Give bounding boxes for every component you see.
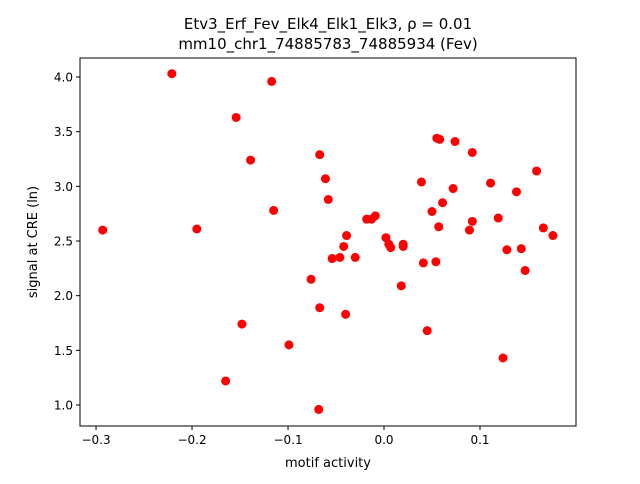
y-tick-label: 2.0 bbox=[54, 289, 73, 303]
data-point bbox=[467, 216, 477, 226]
data-point bbox=[450, 137, 460, 147]
data-point bbox=[350, 252, 360, 262]
data-point bbox=[327, 254, 337, 264]
y-tick-label: 1.0 bbox=[54, 399, 73, 413]
data-point bbox=[538, 223, 548, 233]
y-tick-label: 1.5 bbox=[54, 344, 73, 358]
data-point bbox=[306, 274, 316, 284]
data-point bbox=[520, 266, 530, 276]
data-point bbox=[435, 134, 445, 144]
data-point bbox=[335, 252, 345, 262]
data-point bbox=[448, 184, 458, 194]
data-point bbox=[341, 309, 351, 319]
data-point bbox=[315, 150, 325, 160]
data-point bbox=[464, 225, 474, 235]
data-points bbox=[98, 69, 558, 414]
data-point bbox=[398, 241, 408, 251]
x-axis-label: motif activity bbox=[285, 456, 371, 471]
data-point bbox=[532, 166, 542, 176]
data-point bbox=[267, 76, 277, 86]
x-tick-label: −0.1 bbox=[273, 433, 302, 447]
data-point bbox=[98, 225, 108, 235]
data-point bbox=[548, 231, 558, 241]
data-point bbox=[269, 205, 279, 215]
data-point bbox=[486, 178, 496, 188]
data-point bbox=[418, 258, 428, 268]
x-axis-ticks: −0.3 −0.2 −0.1 0.0 0.1 bbox=[81, 426, 490, 447]
x-tick-label: −0.2 bbox=[177, 433, 206, 447]
x-tick-label: −0.3 bbox=[81, 433, 110, 447]
data-point bbox=[386, 243, 396, 253]
data-point bbox=[416, 177, 426, 187]
y-tick-label: 2.5 bbox=[54, 235, 73, 249]
data-point bbox=[320, 174, 330, 184]
data-point bbox=[192, 224, 202, 234]
data-point bbox=[284, 340, 294, 350]
data-point bbox=[323, 194, 333, 204]
data-point bbox=[396, 281, 406, 291]
data-point bbox=[511, 187, 521, 197]
data-point bbox=[231, 112, 241, 122]
data-point bbox=[498, 353, 508, 363]
chart-title-line2: mm10_chr1_74885783_74885934 (Fev) bbox=[178, 35, 477, 54]
y-tick-label: 4.0 bbox=[54, 71, 73, 85]
y-axis-label: signal at CRE (ln) bbox=[26, 186, 41, 298]
data-point bbox=[315, 303, 325, 313]
data-point bbox=[493, 213, 503, 223]
y-axis-ticks: 1.0 1.5 2.0 2.5 3.0 3.5 4.0 bbox=[54, 71, 80, 413]
chart-title-line1: Etv3_Erf_Fev_Elk4_Elk1_Elk3, ρ = 0.01 bbox=[184, 15, 472, 34]
x-tick-label: 0.1 bbox=[470, 433, 489, 447]
data-point bbox=[467, 147, 477, 157]
data-point bbox=[438, 198, 448, 208]
y-tick-label: 3.0 bbox=[54, 180, 73, 194]
data-point bbox=[516, 244, 526, 254]
x-tick-label: 0.0 bbox=[374, 433, 393, 447]
data-point bbox=[342, 231, 352, 241]
data-point bbox=[431, 257, 441, 267]
data-point bbox=[427, 206, 437, 216]
data-point bbox=[339, 241, 349, 251]
data-point bbox=[434, 222, 444, 232]
data-point bbox=[237, 319, 247, 329]
data-point bbox=[167, 69, 177, 79]
data-point bbox=[370, 211, 380, 221]
plot-frame bbox=[79, 57, 577, 427]
data-point bbox=[502, 245, 512, 255]
y-tick-label: 3.5 bbox=[54, 125, 73, 139]
data-point bbox=[422, 326, 432, 336]
data-point bbox=[314, 404, 324, 414]
data-point bbox=[246, 155, 256, 165]
data-point bbox=[221, 376, 231, 386]
